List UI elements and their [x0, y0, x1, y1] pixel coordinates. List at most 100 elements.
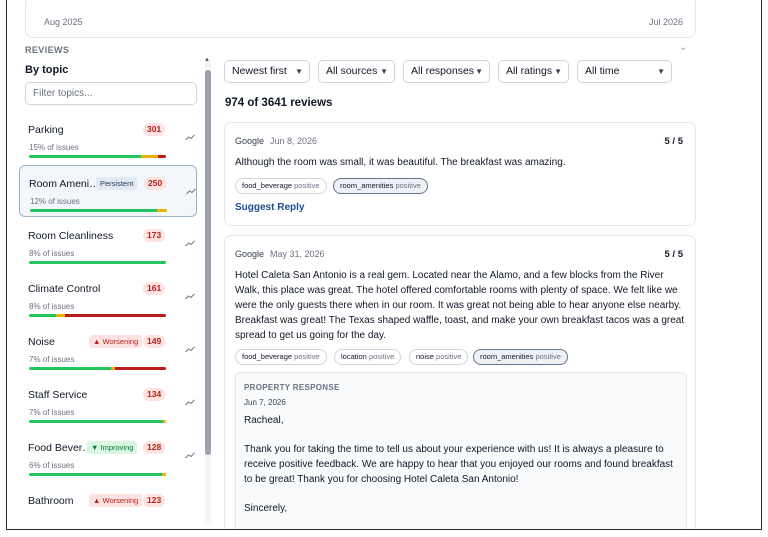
- review-card: Google Jun 8, 2026 5 / 5 Although the ro…: [224, 122, 696, 226]
- chevron-down-icon[interactable]: ⌄: [679, 42, 688, 53]
- sentiment-bar: [29, 473, 166, 476]
- topic-tag[interactable]: location positive: [334, 349, 402, 365]
- chevron-down-icon: ▼: [657, 67, 665, 76]
- topic-item[interactable]: Room Cleanliness 173 8% of issues: [19, 218, 197, 270]
- trend-badge: Persistent: [96, 177, 138, 190]
- rating-select-value: All ratings: [506, 65, 553, 77]
- review-rating: 5 / 5: [664, 249, 684, 260]
- topic-item[interactable]: Bathroom ▲ Worsening 123: [19, 483, 197, 522]
- response-select[interactable]: All responses ▼: [403, 60, 490, 83]
- scroll-up-icon[interactable]: ▲: [204, 57, 210, 63]
- topic-issue-share: 8% of issues: [29, 302, 75, 311]
- sentiment-segment: [56, 314, 65, 317]
- sentiment-segment: [161, 473, 166, 476]
- response-date: Jun 7, 2026: [244, 398, 286, 407]
- trend-line-icon: [185, 293, 195, 300]
- topic-count-badge: 149: [143, 335, 166, 348]
- sentiment-segment: [111, 367, 116, 370]
- tag-sentiment: positive: [535, 352, 561, 361]
- date-range-end: Jul 2026: [648, 17, 683, 27]
- chevron-down-icon: ▼: [554, 67, 562, 76]
- sentiment-bar: [29, 367, 166, 370]
- topic-name: Climate Control: [28, 283, 101, 295]
- tag-sentiment: positive: [436, 352, 462, 361]
- tag-sentiment: positive: [294, 181, 320, 190]
- topic-tag-active[interactable]: room_amenities positive: [333, 178, 428, 194]
- tag-topic: noise: [416, 352, 434, 361]
- topic-issue-share: 6% of issues: [29, 461, 75, 470]
- sentiment-segment: [163, 420, 166, 423]
- trend-badge: ▲ Worsening: [89, 494, 143, 507]
- review-card: Google May 31, 2026 5 / 5 Hotel Caleta S…: [224, 235, 696, 529]
- response-closing: Sincerely,: [244, 503, 288, 514]
- topic-tag[interactable]: food_beverage positive: [235, 349, 327, 365]
- topic-item[interactable]: Room Ameni… Persistent 250 12% of issues: [19, 165, 197, 217]
- rating-select[interactable]: All ratings ▼: [498, 60, 569, 83]
- suggest-reply-button[interactable]: Suggest Reply: [235, 202, 305, 213]
- topic-name: Parking: [28, 124, 64, 136]
- source-select[interactable]: All sources ▼: [318, 60, 395, 83]
- topic-item[interactable]: Noise ▲ Worsening 149 7% of issues: [19, 324, 197, 376]
- trend-line-icon: [185, 452, 195, 459]
- topic-tag[interactable]: food_beverage positive: [235, 178, 327, 194]
- topic-item[interactable]: Climate Control 161 8% of issues: [19, 271, 197, 323]
- sentiment-segment: [141, 155, 158, 158]
- topic-name: Staff Service: [28, 389, 88, 401]
- topic-name: Room Ameni…: [29, 178, 100, 190]
- topic-tag-active[interactable]: room_amenities positive: [473, 349, 568, 365]
- tag-topic: food_beverage: [242, 181, 293, 190]
- response-greeting: Racheal,: [244, 415, 284, 426]
- review-source: Google: [235, 249, 265, 259]
- sentiment-bar: [29, 155, 166, 158]
- tag-sentiment: positive: [294, 352, 320, 361]
- topic-issue-share: 8% of issues: [29, 249, 75, 258]
- scrollbar-thumb[interactable]: [205, 70, 211, 455]
- time-select[interactable]: All time ▼: [577, 60, 672, 83]
- topic-item[interactable]: Food Bever… ▼ Improving 128 6% of issues: [19, 430, 197, 482]
- sentiment-segment: [29, 420, 164, 423]
- review-rating: 5 / 5: [664, 136, 684, 147]
- trend-line-icon: [186, 188, 196, 195]
- topic-count-badge: 161: [143, 282, 166, 295]
- topic-item[interactable]: Staff Service 134 7% of issues: [19, 377, 197, 429]
- topic-count-badge: 301: [143, 123, 166, 136]
- topic-count-badge: 134: [143, 388, 166, 401]
- chevron-down-icon: ▼: [475, 67, 483, 76]
- sort-select-value: Newest first: [232, 65, 287, 77]
- trend-badge: ▲ Worsening: [89, 335, 143, 348]
- sentiment-bar: [29, 314, 166, 317]
- tag-topic: location: [341, 352, 367, 361]
- topic-name: Food Bever…: [28, 442, 93, 454]
- topic-count-badge: 123: [143, 494, 166, 507]
- sentiment-segment: [115, 367, 166, 370]
- filter-topics-input[interactable]: [25, 82, 197, 105]
- topic-issue-share: 15% of issues: [29, 143, 79, 152]
- topic-count-badge: 250: [144, 177, 167, 190]
- sentiment-segment: [157, 155, 166, 158]
- sentiment-segment: [29, 314, 57, 317]
- sidebar-scrollbar[interactable]: ▲: [204, 57, 211, 522]
- topic-name: Room Cleanliness: [28, 230, 114, 242]
- trend-line-icon: [185, 240, 195, 247]
- trend-badge: ▼ Improving: [87, 441, 138, 454]
- topic-issue-share: 7% of issues: [29, 355, 75, 364]
- sentiment-bar: [30, 209, 167, 212]
- topic-tag[interactable]: noise positive: [409, 349, 469, 365]
- sort-select[interactable]: Newest first ▼: [224, 60, 310, 83]
- topic-name: Noise: [28, 336, 55, 348]
- sentiment-bar: [29, 261, 166, 264]
- topic-issue-share: 7% of issues: [29, 408, 75, 417]
- trend-line-icon: [185, 399, 195, 406]
- topic-name: Bathroom: [28, 495, 74, 507]
- property-response: PROPERTY RESPONSE Jun 7, 2026 Racheal, T…: [235, 372, 687, 529]
- tag-topic: food_beverage: [242, 352, 293, 361]
- review-text: Hotel Caleta San Antonio is a real gem. …: [235, 270, 685, 341]
- section-title: REVIEWS: [25, 45, 70, 55]
- trend-line-icon: [185, 346, 195, 353]
- topic-list: Parking 301 15% of issues Room Ameni… Persis…: [19, 112, 199, 522]
- chevron-down-icon: ▼: [380, 67, 388, 76]
- review-date: May 31, 2026: [270, 249, 325, 259]
- topic-item[interactable]: Parking 301 15% of issues: [19, 112, 197, 164]
- topic-issue-share: 12% of issues: [30, 197, 80, 206]
- date-range-card: Aug 2025 Jul 2026: [25, 0, 696, 38]
